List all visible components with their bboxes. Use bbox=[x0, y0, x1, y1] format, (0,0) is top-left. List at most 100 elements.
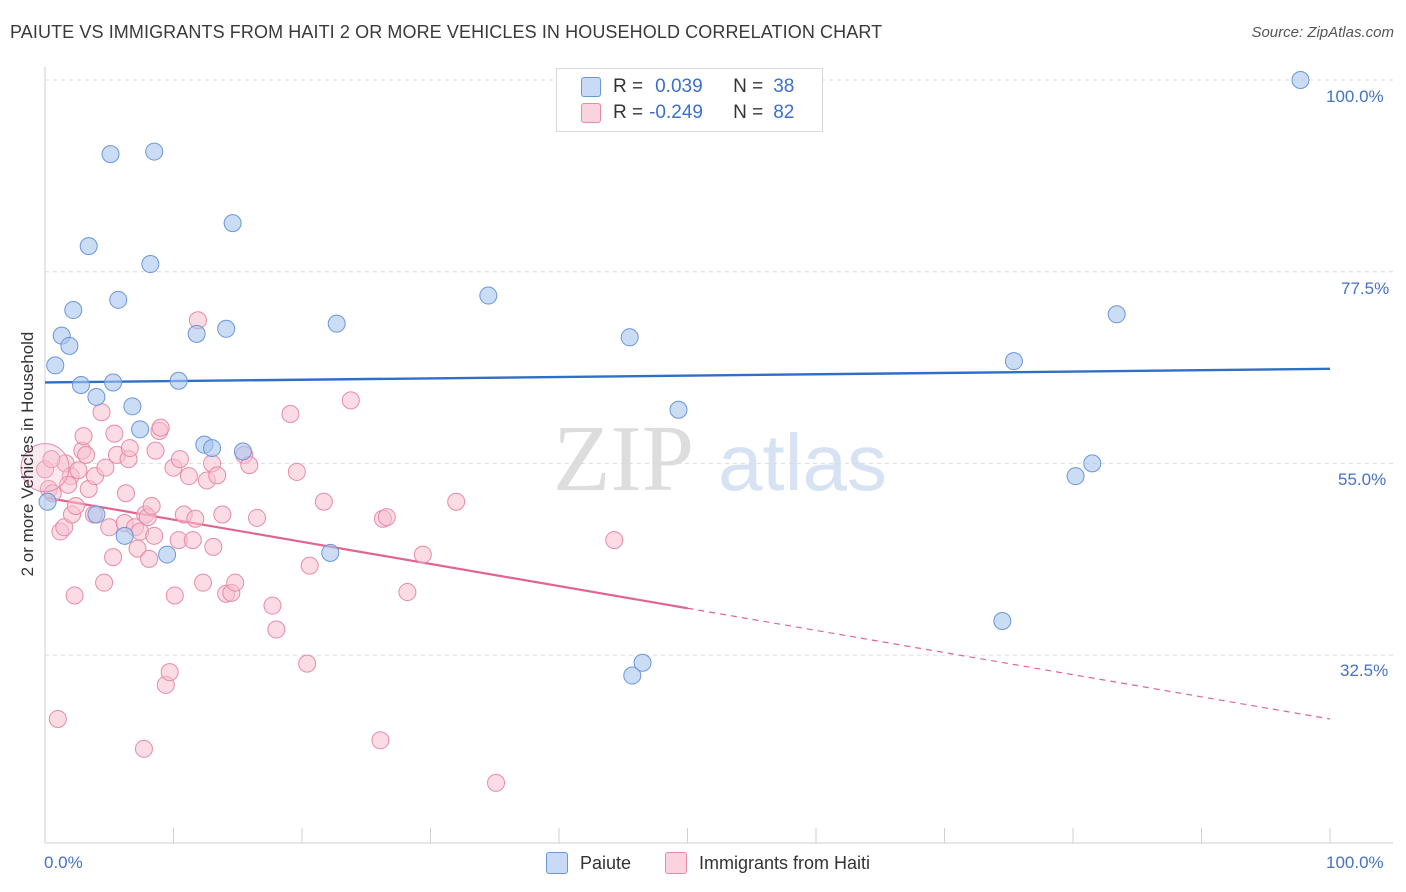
legend-n-label: N = bbox=[733, 102, 764, 123]
legend-r-label: R = bbox=[613, 102, 644, 123]
haiti-point bbox=[142, 497, 161, 515]
haiti-point bbox=[74, 427, 93, 446]
haiti-point bbox=[248, 508, 267, 527]
paiute-point bbox=[145, 142, 164, 161]
paiute-point bbox=[321, 543, 340, 562]
paiute-point bbox=[217, 319, 236, 338]
haiti-point bbox=[263, 596, 282, 615]
paiute-point bbox=[158, 545, 177, 564]
y-tick-55: 55.0% bbox=[1338, 470, 1387, 489]
paiute-point bbox=[141, 255, 160, 274]
paiute-point bbox=[479, 286, 498, 305]
legend-label-paiute: Paiute bbox=[580, 852, 632, 873]
haiti-point bbox=[65, 586, 84, 605]
haiti-point bbox=[183, 531, 202, 550]
haiti-point bbox=[281, 404, 300, 423]
haiti-point bbox=[298, 654, 317, 673]
paiute-point bbox=[79, 237, 98, 256]
haiti-point bbox=[447, 492, 466, 511]
paiute-point bbox=[633, 653, 652, 672]
haiti-point bbox=[96, 458, 115, 477]
paiute-point bbox=[623, 666, 642, 685]
paiute-point bbox=[669, 400, 688, 419]
haiti-point bbox=[145, 526, 164, 545]
haiti-point bbox=[116, 484, 135, 503]
paiute-point bbox=[327, 314, 346, 333]
haiti-point bbox=[194, 573, 213, 592]
paiute-point bbox=[38, 492, 57, 511]
paiute-point bbox=[187, 324, 206, 343]
legend-n-value: 82 bbox=[773, 102, 795, 123]
haiti-point bbox=[208, 466, 227, 485]
legend-r-value: -0.249 bbox=[649, 102, 703, 123]
paiute-point bbox=[1066, 467, 1085, 486]
paiute-point bbox=[64, 301, 83, 320]
paiute-point bbox=[109, 290, 128, 309]
chart-title: PAIUTE VS IMMIGRANTS FROM HAITI 2 OR MOR… bbox=[10, 22, 883, 42]
haiti-point bbox=[160, 663, 179, 682]
haiti-point bbox=[165, 586, 184, 605]
paiute-point bbox=[60, 336, 79, 355]
paiute-point bbox=[233, 442, 252, 461]
y-axis-label: 2 or more Vehicles in Household bbox=[18, 331, 37, 577]
bottom-legend-paiute: Paiute bbox=[546, 852, 631, 874]
paiute-point bbox=[101, 145, 120, 164]
haiti-point bbox=[371, 731, 390, 750]
haiti-point bbox=[413, 545, 432, 564]
haiti-point bbox=[92, 403, 111, 422]
paiute-points bbox=[38, 71, 1310, 685]
paiute-swatch bbox=[581, 77, 601, 97]
haiti-point bbox=[314, 492, 333, 511]
haiti-points bbox=[20, 311, 624, 792]
paiute-point bbox=[123, 397, 142, 416]
paiute-point bbox=[1291, 71, 1310, 89]
paiute-point bbox=[1083, 454, 1102, 473]
legend-row-paiute: R = 0.039 N = 38 bbox=[581, 74, 794, 100]
legend-r-label: R = bbox=[613, 76, 644, 97]
haiti-point bbox=[186, 509, 205, 528]
haiti-swatch bbox=[581, 103, 601, 123]
haiti-point bbox=[69, 461, 88, 480]
gridlines bbox=[45, 79, 1393, 656]
paiute-point bbox=[131, 420, 150, 439]
haiti-point bbox=[179, 467, 198, 486]
paiute-point bbox=[115, 526, 134, 545]
haiti-point bbox=[77, 445, 96, 464]
paiute-point bbox=[87, 505, 106, 524]
haiti-point bbox=[300, 556, 319, 575]
x-tick-max: 100.0% bbox=[1326, 853, 1384, 872]
haiti-point bbox=[104, 548, 123, 567]
paiute-swatch bbox=[546, 852, 568, 874]
haiti-point bbox=[341, 391, 360, 410]
haiti-trend-extension bbox=[687, 607, 1331, 720]
haiti-swatch bbox=[665, 852, 687, 874]
paiute-point bbox=[620, 328, 639, 347]
haiti-point bbox=[95, 573, 114, 592]
haiti-point bbox=[287, 462, 306, 481]
haiti-point bbox=[204, 537, 223, 556]
y-tick-77-5: 77.5% bbox=[1341, 279, 1390, 298]
paiute-point bbox=[87, 387, 106, 406]
haiti-point bbox=[377, 508, 396, 527]
y-tick-100: 100.0% bbox=[1326, 87, 1384, 106]
y-tick-32-5: 32.5% bbox=[1340, 661, 1389, 680]
haiti-point bbox=[105, 424, 124, 443]
haiti-point bbox=[66, 497, 85, 515]
haiti-point bbox=[48, 710, 67, 728]
paiute-point bbox=[104, 373, 123, 392]
paiute-point bbox=[46, 356, 65, 375]
source-credit: Source: ZipAtlas.com bbox=[1251, 24, 1394, 41]
haiti-point bbox=[151, 418, 170, 437]
correlation-legend: R = 0.039 N = 38 R = -0.249 N = 82 bbox=[556, 68, 823, 132]
paiute-point bbox=[223, 214, 242, 233]
paiute-point bbox=[169, 371, 188, 390]
haiti-point bbox=[605, 531, 624, 550]
legend-label-haiti: Immigrants from Haiti bbox=[699, 852, 871, 873]
watermark-atlas: atlas bbox=[718, 418, 887, 507]
x-tick-min: 0.0% bbox=[44, 853, 83, 872]
bottom-legend-haiti: Immigrants from Haiti bbox=[665, 852, 870, 874]
legend-row-haiti: R = -0.249 N = 82 bbox=[581, 100, 794, 126]
haiti-point bbox=[146, 441, 165, 460]
paiute-point bbox=[203, 439, 222, 458]
